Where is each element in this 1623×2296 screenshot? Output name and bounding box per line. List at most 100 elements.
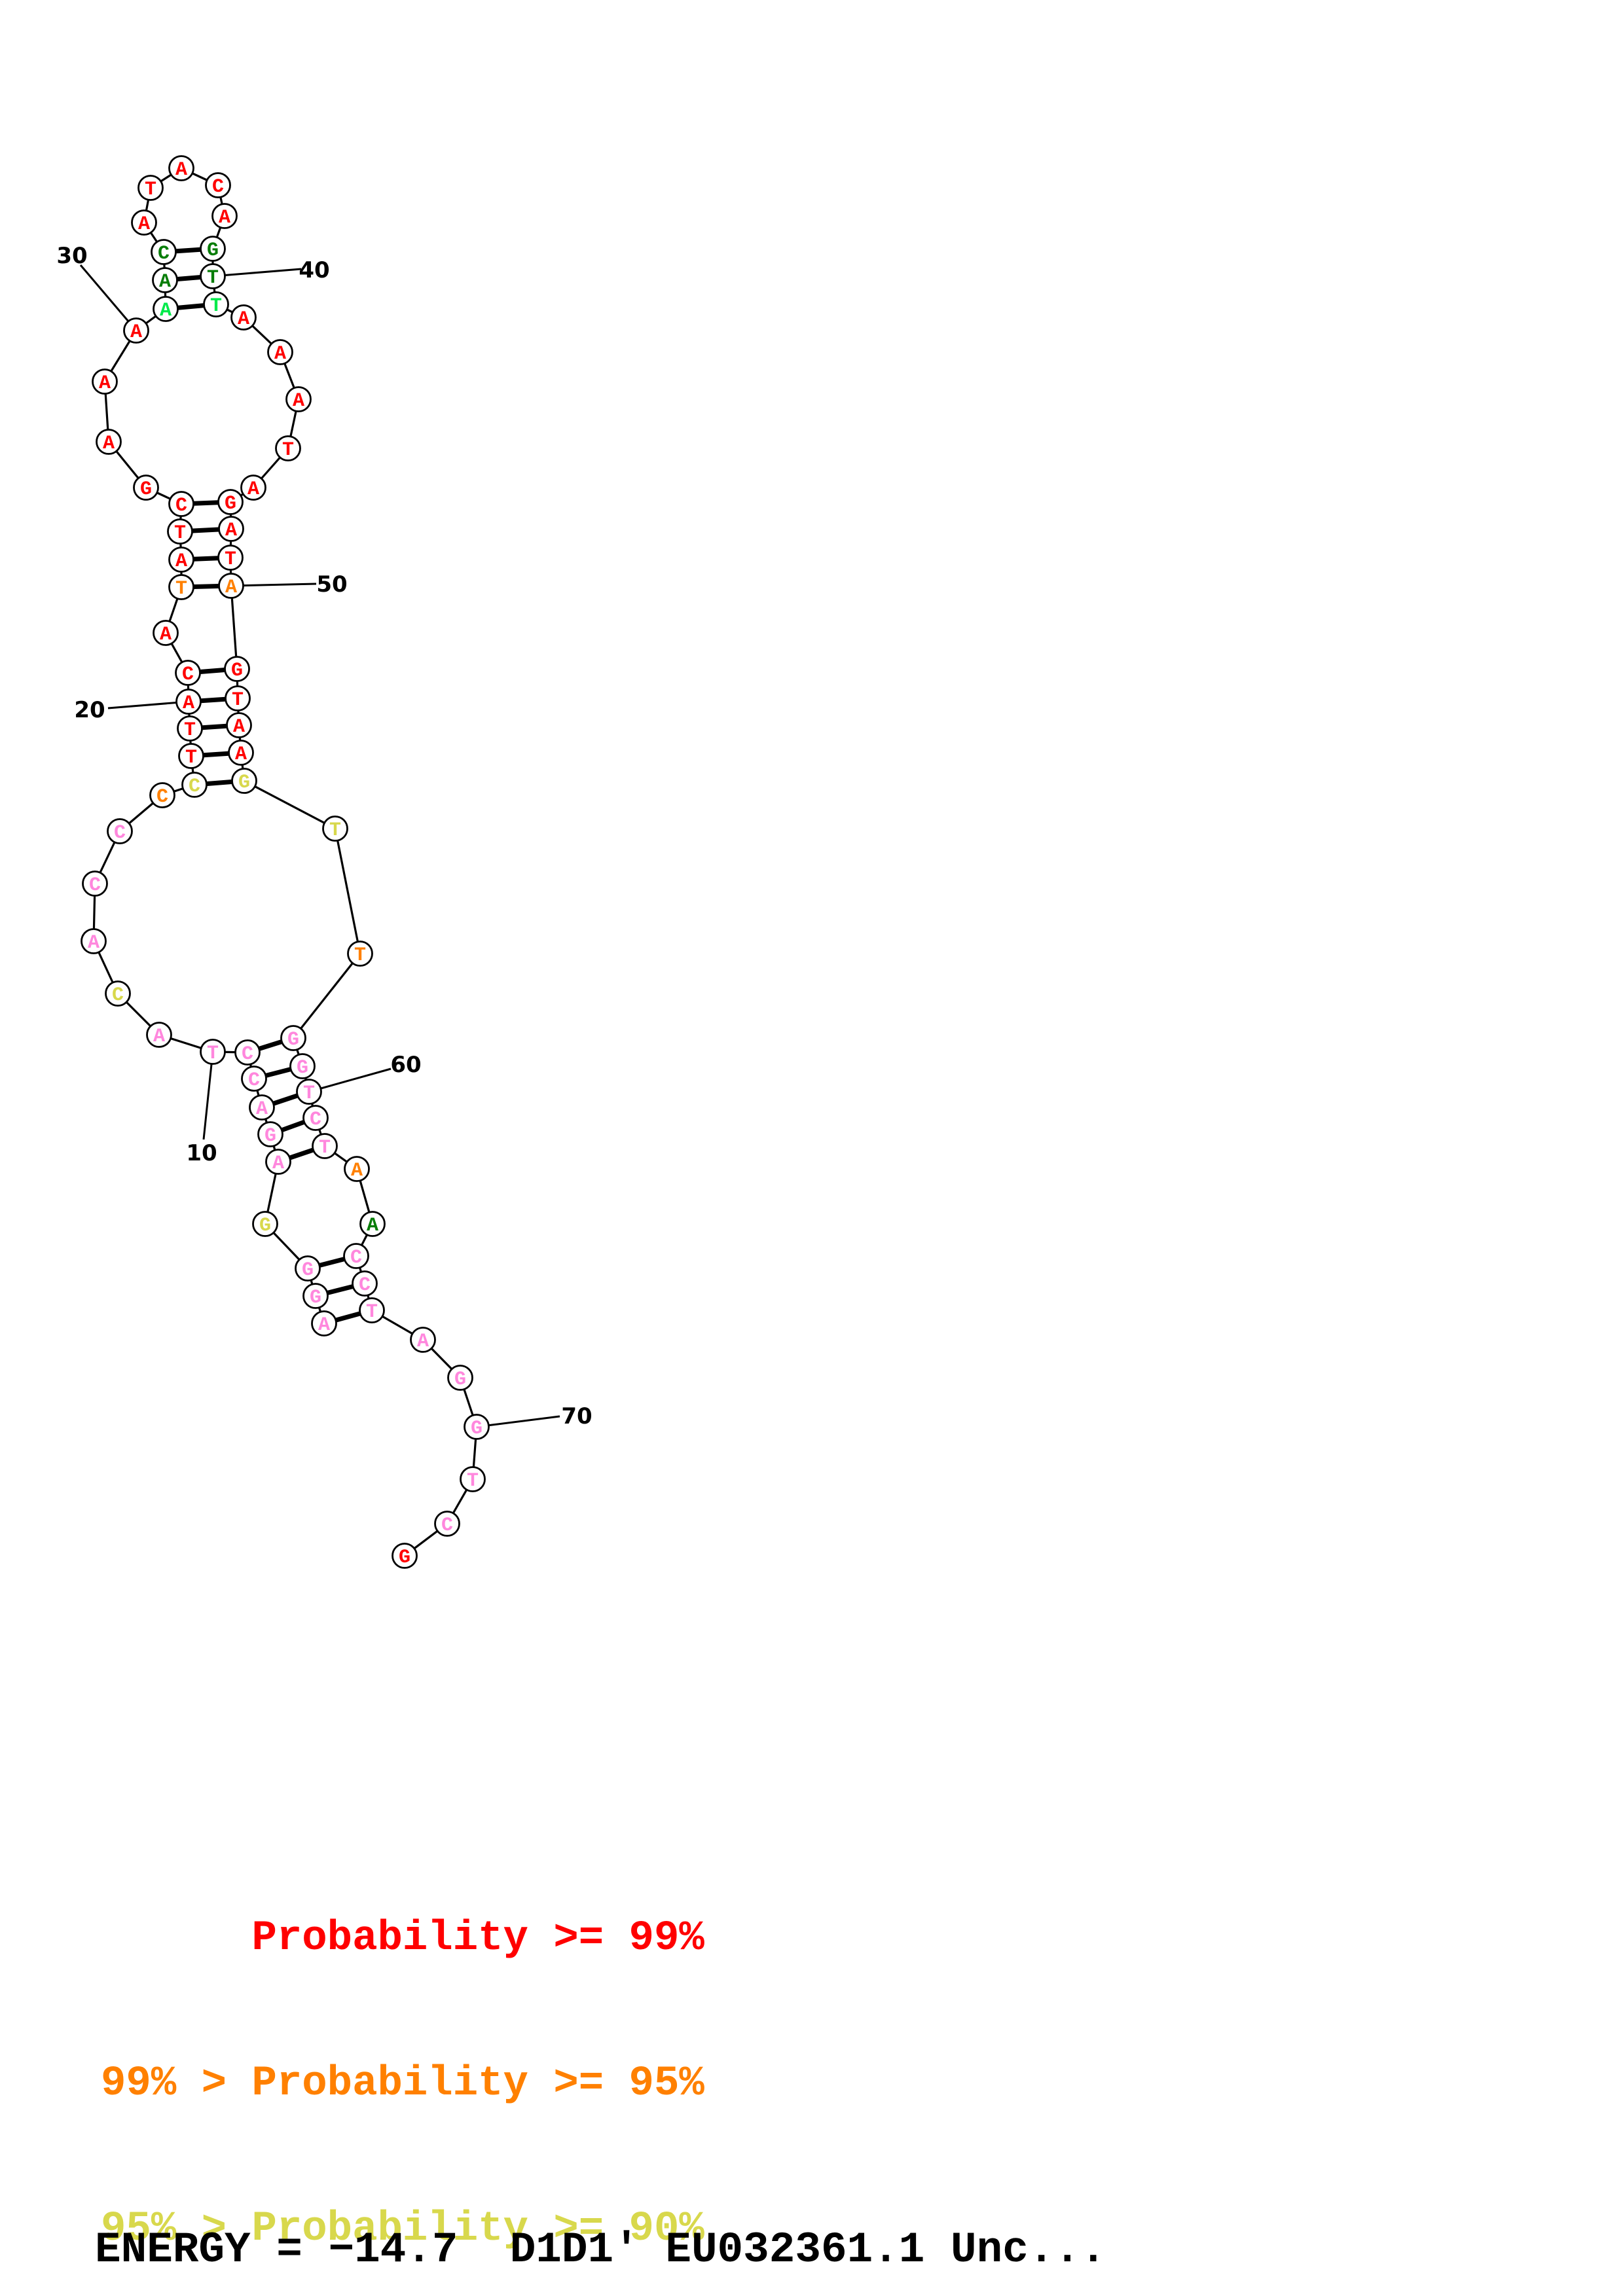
nucleotide-circle	[289, 1053, 316, 1079]
nucleotide-letter: C	[350, 1247, 362, 1269]
nucleotide-letter: A	[367, 1215, 378, 1237]
nucleotide-letter: A	[219, 207, 230, 229]
nucleotide-letter: T	[303, 1083, 315, 1105]
nucleotide-circle	[218, 573, 244, 599]
nucleotide-circle	[168, 155, 194, 181]
nucleotide-letter: A	[153, 1026, 165, 1048]
nucleotide-letter: G	[310, 1287, 321, 1309]
nucleotide-circle	[359, 1297, 385, 1323]
nucleotide-circle	[203, 291, 229, 317]
nucleotide-circle	[146, 1022, 172, 1048]
nucleotide-letter: A	[103, 433, 115, 455]
nucleotide-circle	[149, 782, 175, 808]
position-label: 60	[390, 1052, 421, 1078]
label-leader-line	[107, 700, 189, 709]
nucleotide-circle	[347, 941, 373, 967]
nucleotide-letter: C	[114, 822, 126, 844]
nucleotide-letter: C	[112, 984, 124, 1007]
nucleotide-letter: A	[256, 1098, 268, 1121]
nucleotide-letter: G	[399, 1547, 410, 1569]
nucleotide-letter: C	[189, 776, 200, 798]
backbone-line	[292, 953, 361, 1039]
nucleotide-circle	[175, 660, 201, 686]
nucleotide-letter: A	[318, 1314, 330, 1336]
nucleotide-circle	[105, 980, 131, 1007]
position-label: 40	[299, 257, 329, 283]
nucleotide-circle	[224, 656, 250, 682]
nucleotide-letter: T	[329, 819, 341, 842]
position-label: 70	[561, 1403, 592, 1429]
nucleotide-letter: C	[182, 664, 194, 686]
nucleotide-letter: A	[175, 550, 187, 573]
nucleotide-circle	[285, 386, 312, 412]
label-leader-line	[308, 1067, 392, 1093]
label-leader-line	[230, 583, 317, 587]
nucleotide-letter: A	[272, 1153, 284, 1175]
nucleotide-letter: G	[225, 493, 236, 515]
nucleotide-letter: G	[302, 1259, 314, 1282]
position-label: 50	[316, 571, 347, 598]
nucleotide-letter: A	[274, 343, 286, 365]
nucleotide-letter: C	[156, 786, 168, 808]
nucleotide-circle	[81, 928, 107, 954]
nucleotide-letter: A	[351, 1160, 363, 1182]
nucleotide-circle	[447, 1365, 473, 1391]
nucleotide-letter: C	[310, 1109, 321, 1131]
nucleotide-circle	[178, 743, 204, 769]
nucleotide-letter: A	[160, 300, 172, 322]
nucleotide-circle	[168, 547, 194, 573]
nucleotide-circle	[211, 203, 238, 229]
nucleotide-letter: T	[366, 1301, 378, 1323]
nucleotide-circle	[137, 175, 164, 201]
nucleotide-letter: A	[159, 271, 171, 293]
nucleotide-circle	[410, 1327, 436, 1353]
nucleotide-letter: T	[207, 267, 219, 289]
nucleotide-letter: T	[207, 1043, 219, 1065]
nucleotide-circle	[464, 1414, 490, 1440]
label-leader-line	[212, 268, 302, 278]
nucleotide-letter: A	[130, 321, 142, 344]
nucleotide-circle	[153, 296, 179, 322]
nucleotide-letter: T	[185, 747, 197, 769]
nucleotide-circle	[240, 475, 266, 501]
nucleotide-circle	[168, 491, 194, 517]
nucleotide-circle	[226, 712, 252, 738]
nucleotide-letter: C	[175, 495, 187, 517]
nucleotide-letter: A	[160, 624, 172, 646]
nucleotide-circle	[181, 772, 208, 798]
nucleotide-circle	[460, 1466, 486, 1492]
nucleotide-circle	[123, 317, 149, 344]
energy-line: ENERGY = −14.7 D1D1' EU032361.1 Unc...	[95, 2225, 1106, 2274]
label-leader-line	[202, 1051, 214, 1140]
nucleotide-letter: T	[225, 548, 236, 571]
nucleotide-letter: C	[89, 874, 101, 897]
nucleotide-letter: C	[242, 1043, 253, 1066]
nucleotide-circle	[231, 768, 257, 794]
nucleotide-circle	[151, 239, 177, 265]
nucleotide-letter: A	[247, 478, 259, 501]
nucleotide-circle	[217, 489, 244, 515]
nucleotide-letter: C	[248, 1069, 260, 1092]
nucleotide-letter: A	[235, 744, 247, 766]
backbone-line	[334, 828, 361, 954]
nucleotide-circle	[322, 816, 348, 842]
nucleotide-circle	[153, 620, 179, 646]
nucleotide-circle	[225, 685, 251, 711]
position-label: 10	[186, 1140, 217, 1166]
nucleotide-letter: G	[471, 1418, 483, 1440]
nucleotide-circle	[275, 435, 301, 461]
nucleotide-circle	[257, 1121, 283, 1147]
nucleotide-circle	[267, 339, 293, 365]
nucleotide-circle	[295, 1255, 321, 1282]
nucleotide-letter: A	[293, 390, 304, 412]
nucleotide-circle	[280, 1025, 306, 1051]
nucleotide-letter: G	[140, 478, 152, 501]
legend-row: 95% > Probability >= 90%	[101, 2206, 704, 2253]
probability-legend: Probability >= 99% 99% > Probability >= …	[101, 1818, 704, 2296]
nucleotide-circle	[343, 1243, 369, 1269]
nucleotide-circle	[228, 740, 254, 766]
label-leader-line	[79, 264, 137, 331]
legend-row: 99% > Probability >= 95%	[101, 2060, 704, 2108]
nucleotide-circle	[249, 1094, 275, 1121]
